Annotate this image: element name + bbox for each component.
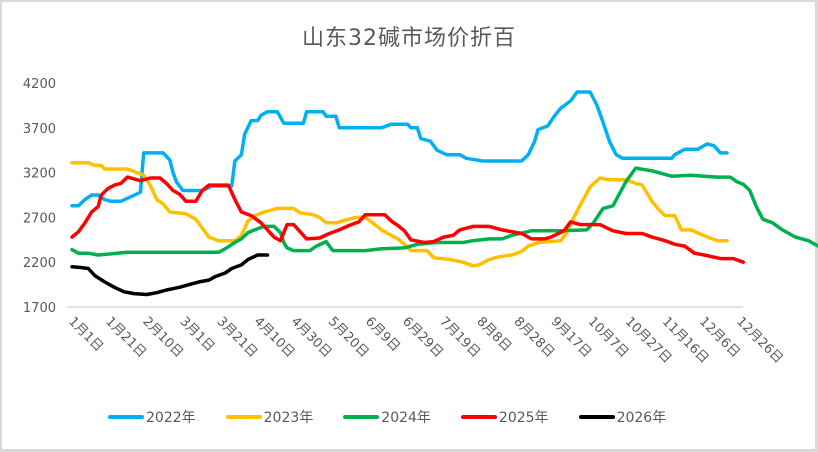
y-tick-label: 3200 bbox=[23, 167, 56, 182]
legend-swatch bbox=[460, 415, 497, 419]
legend: 2022年 2023年 2024年 2025年 2026年 bbox=[108, 407, 696, 427]
y-tick-label: 1700 bbox=[23, 301, 56, 316]
legend-item: 2026年 bbox=[578, 407, 667, 427]
legend-item: 2023年 bbox=[225, 407, 314, 427]
legend-label: 2024年 bbox=[381, 410, 431, 426]
legend-label: 2025年 bbox=[498, 410, 549, 426]
y-axis: 1700 2200 2700 3200 3700 4200 bbox=[23, 77, 56, 316]
series-line-2024 bbox=[70, 166, 818, 257]
series-line-2025 bbox=[70, 175, 746, 264]
series-line-2022 bbox=[70, 90, 729, 208]
y-tick-label: 2200 bbox=[23, 256, 56, 271]
series-lines bbox=[70, 90, 818, 297]
legend-item: 2022年 bbox=[108, 407, 196, 427]
legend-swatch bbox=[108, 415, 144, 419]
legend-label: 2026年 bbox=[616, 410, 667, 426]
x-tick-label: 1月1日 bbox=[65, 314, 106, 355]
legend-swatch bbox=[225, 415, 262, 419]
legend-label: 2023年 bbox=[263, 410, 314, 426]
series-line-2026 bbox=[70, 253, 270, 297]
x-tick-label: 12月26日 bbox=[733, 314, 785, 366]
series-line-2023 bbox=[70, 160, 729, 268]
y-tick-label: 2700 bbox=[23, 211, 56, 226]
legend-swatch bbox=[578, 415, 615, 419]
legend-swatch bbox=[343, 415, 380, 419]
legend-label: 2022年 bbox=[146, 410, 196, 426]
legend-item: 2024年 bbox=[343, 407, 431, 427]
legend-item: 2025年 bbox=[460, 407, 549, 427]
y-tick-label: 3700 bbox=[23, 122, 56, 137]
y-tick-label: 4200 bbox=[23, 77, 56, 92]
x-axis: 1月1日1月21日2月10日3月1日3月21日4月10日4月30日5月20日6月… bbox=[65, 314, 785, 366]
chart-title: 山东32碱市场价折百 bbox=[302, 26, 516, 51]
